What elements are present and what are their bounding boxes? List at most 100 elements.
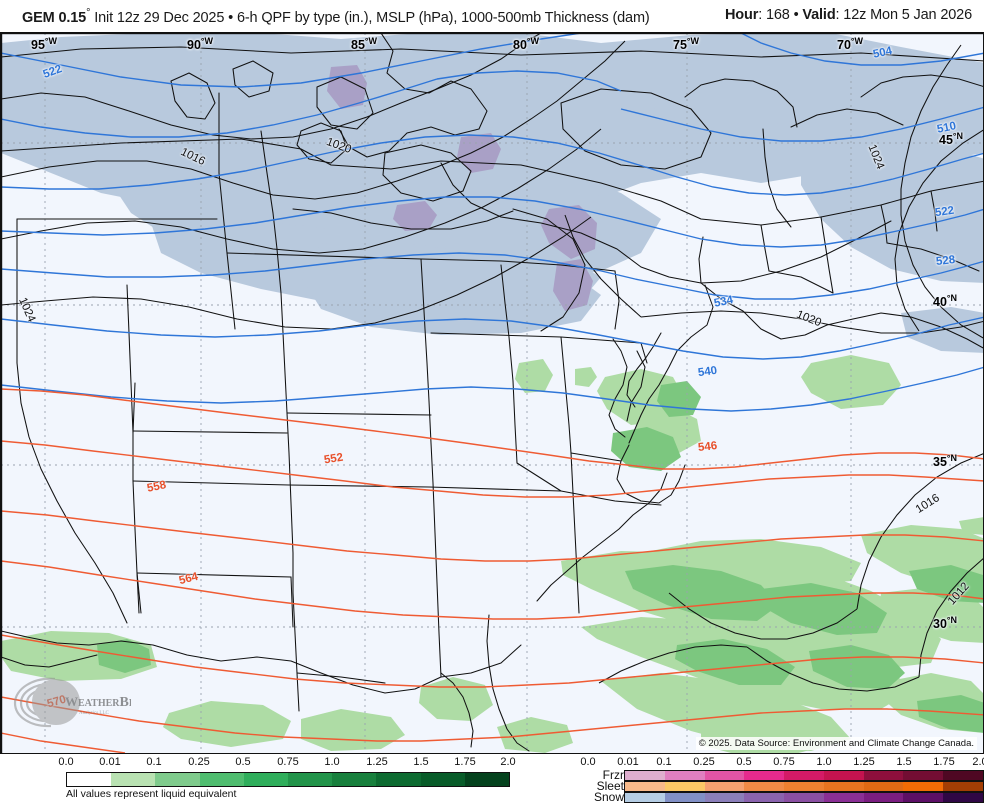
hour-value: 168 — [765, 7, 790, 23]
rain-tick-9: 1.75 — [454, 756, 476, 768]
lon-label-85w: 85°W — [351, 36, 377, 53]
colorbar-swatch-5 — [288, 773, 333, 786]
thickness-contours-cold — [1, 33, 983, 412]
ptype-tick-2: 0.1 — [656, 756, 672, 768]
ptype-tick-5: 0.75 — [773, 756, 795, 768]
colorbar-swatch-9 — [464, 773, 510, 786]
colorbar-swatch-5 — [823, 782, 864, 791]
lat-label-35n: 35°N — [933, 453, 958, 470]
valid-value: 12z Mon 5 Jan 2026 — [843, 7, 972, 23]
colorbar-swatch-4 — [784, 771, 824, 780]
map-svg — [1, 33, 983, 753]
copyright-notice: © 2025. Data Source: Environment and Cli… — [695, 737, 977, 750]
colorbar-swatch-6 — [863, 782, 904, 791]
ptype-label-sleet: Sleet — [596, 779, 624, 793]
mslp-isobars — [1, 33, 983, 692]
title-bullet-1: • — [228, 9, 234, 26]
rain-tick-8: 1.5 — [413, 756, 429, 768]
ptype-tick-7: 1.25 — [853, 756, 875, 768]
rain-colorbar[interactable] — [66, 772, 510, 787]
colorbar-swatch-0 — [625, 793, 665, 802]
map-border — [1, 33, 983, 753]
colorbar-swatch-8 — [943, 782, 984, 791]
colorbar-swatch-4 — [243, 773, 289, 786]
graticule — [1, 33, 983, 753]
ptype-label-frzr: Frzr — [602, 768, 624, 782]
colorbar-swatch-0 — [67, 773, 112, 786]
model-name: GEM 0.15 — [22, 9, 87, 26]
colorbar-swatch-2 — [704, 782, 745, 791]
colorbar-swatch-4 — [784, 782, 824, 791]
lat-label-45n: 45°N — [939, 131, 964, 148]
lon-label-90w: 90°W — [187, 36, 213, 53]
degree-symbol: ° — [86, 7, 91, 19]
colorbar-swatch-1 — [111, 773, 156, 786]
colorbar-swatch-8 — [943, 793, 984, 802]
thickness-contours-warm — [1, 388, 983, 753]
ptype-colorbar-ticks: 0.0 0.01 0.1 0.25 0.5 0.75 1.0 1.25 1.5 … — [570, 756, 984, 770]
colorbar-swatch-7 — [903, 782, 944, 791]
colorbar-swatch-0 — [625, 782, 665, 791]
thickness-label-528: 528 — [935, 254, 956, 268]
colorbar-swatch-3 — [744, 793, 785, 802]
sleet-colorbar[interactable] — [624, 781, 984, 792]
page-title: GEM 0.15° Init 12z 29 Dec 2025 • 6-h QPF… — [22, 7, 650, 26]
liquid-equivalent-note: All values represent liquid equivalent — [66, 788, 237, 800]
rain-tick-3: 0.25 — [188, 756, 210, 768]
lon-label-70w: 70°W — [837, 36, 863, 53]
init-time: Init 12z 29 Dec 2025 — [94, 9, 225, 26]
lat-label-40n: 40°N — [933, 293, 958, 310]
colorbar-swatch-1 — [664, 793, 705, 802]
colorbar-swatch-3 — [199, 773, 244, 786]
lon-label-75w: 75°W — [673, 36, 699, 53]
logo-subtext: Analytics LLC — [79, 711, 110, 716]
forecast-validity: Hour: 168 • Valid: 12z Mon 5 Jan 2026 — [724, 7, 972, 23]
thickness-label-546: 546 — [697, 440, 718, 454]
ptype-tick-8: 1.5 — [896, 756, 912, 768]
ptype-tick-6: 1.0 — [816, 756, 832, 768]
ptype-tick-4: 0.5 — [736, 756, 752, 768]
colorbar-swatch-3 — [744, 782, 785, 791]
colorbar-swatch-3 — [744, 771, 785, 780]
colorbar-swatch-2 — [155, 773, 200, 786]
hour-label: Hour — [724, 7, 759, 23]
lat-label-30n: 30°N — [933, 615, 958, 632]
colorbar-swatch-5 — [823, 771, 864, 780]
colorbar-swatch-1 — [664, 782, 705, 791]
title-bullet-2: • — [793, 7, 799, 23]
lon-label-80w: 80°W — [513, 36, 539, 53]
ptype-label-snow: Snow — [593, 790, 624, 804]
map-canvas[interactable]: 95°W 90°W 85°W 80°W 75°W 70°W 45°N 40°N … — [0, 32, 984, 754]
ptype-tick-1: 0.01 — [617, 756, 639, 768]
colorbar-swatch-6 — [863, 793, 904, 802]
field-description: 6-h QPF by type (in.), MSLP (hPa), 1000-… — [236, 9, 650, 26]
snow-colorbar[interactable] — [624, 792, 984, 803]
rain-tick-5: 0.75 — [277, 756, 299, 768]
legend-panel: 0.0 0.01 0.1 0.25 0.5 0.75 1.0 1.25 1.5 … — [0, 754, 984, 808]
colorbar-swatch-2 — [704, 793, 745, 802]
rain-colorbar-ticks: 0.0 0.01 0.1 0.25 0.5 0.75 1.0 1.25 1.5 … — [0, 756, 515, 770]
colorbar-swatch-6 — [863, 771, 904, 780]
valid-label: Valid — [802, 7, 836, 23]
rain-tick-6: 1.0 — [324, 756, 340, 768]
rain-tick-0: 0.0 — [58, 756, 74, 768]
logo-wordmark: WEATHERBELL — [65, 694, 131, 710]
colorbar-swatch-8 — [420, 773, 465, 786]
colorbar-swatch-1 — [664, 771, 705, 780]
colorbar-swatch-5 — [823, 793, 864, 802]
ptype-tick-10: 2.0 — [972, 756, 984, 768]
colorbar-swatch-8 — [943, 771, 984, 780]
rain-tick-4: 0.5 — [235, 756, 251, 768]
colorbar-swatch-7 — [376, 773, 421, 786]
rain-tick-10: 2.0 — [500, 756, 516, 768]
header-bar: GEM 0.15° Init 12z 29 Dec 2025 • 6-h QPF… — [0, 0, 984, 32]
colorbar-swatch-6 — [332, 773, 377, 786]
frzr-colorbar[interactable] — [624, 770, 984, 781]
colorbar-swatch-7 — [903, 771, 944, 780]
colorbar-swatch-2 — [704, 771, 745, 780]
ptype-tick-3: 0.25 — [693, 756, 715, 768]
colorbar-swatch-7 — [903, 793, 944, 802]
rain-tick-1: 0.01 — [99, 756, 121, 768]
lon-label-95w: 95°W — [31, 36, 57, 53]
